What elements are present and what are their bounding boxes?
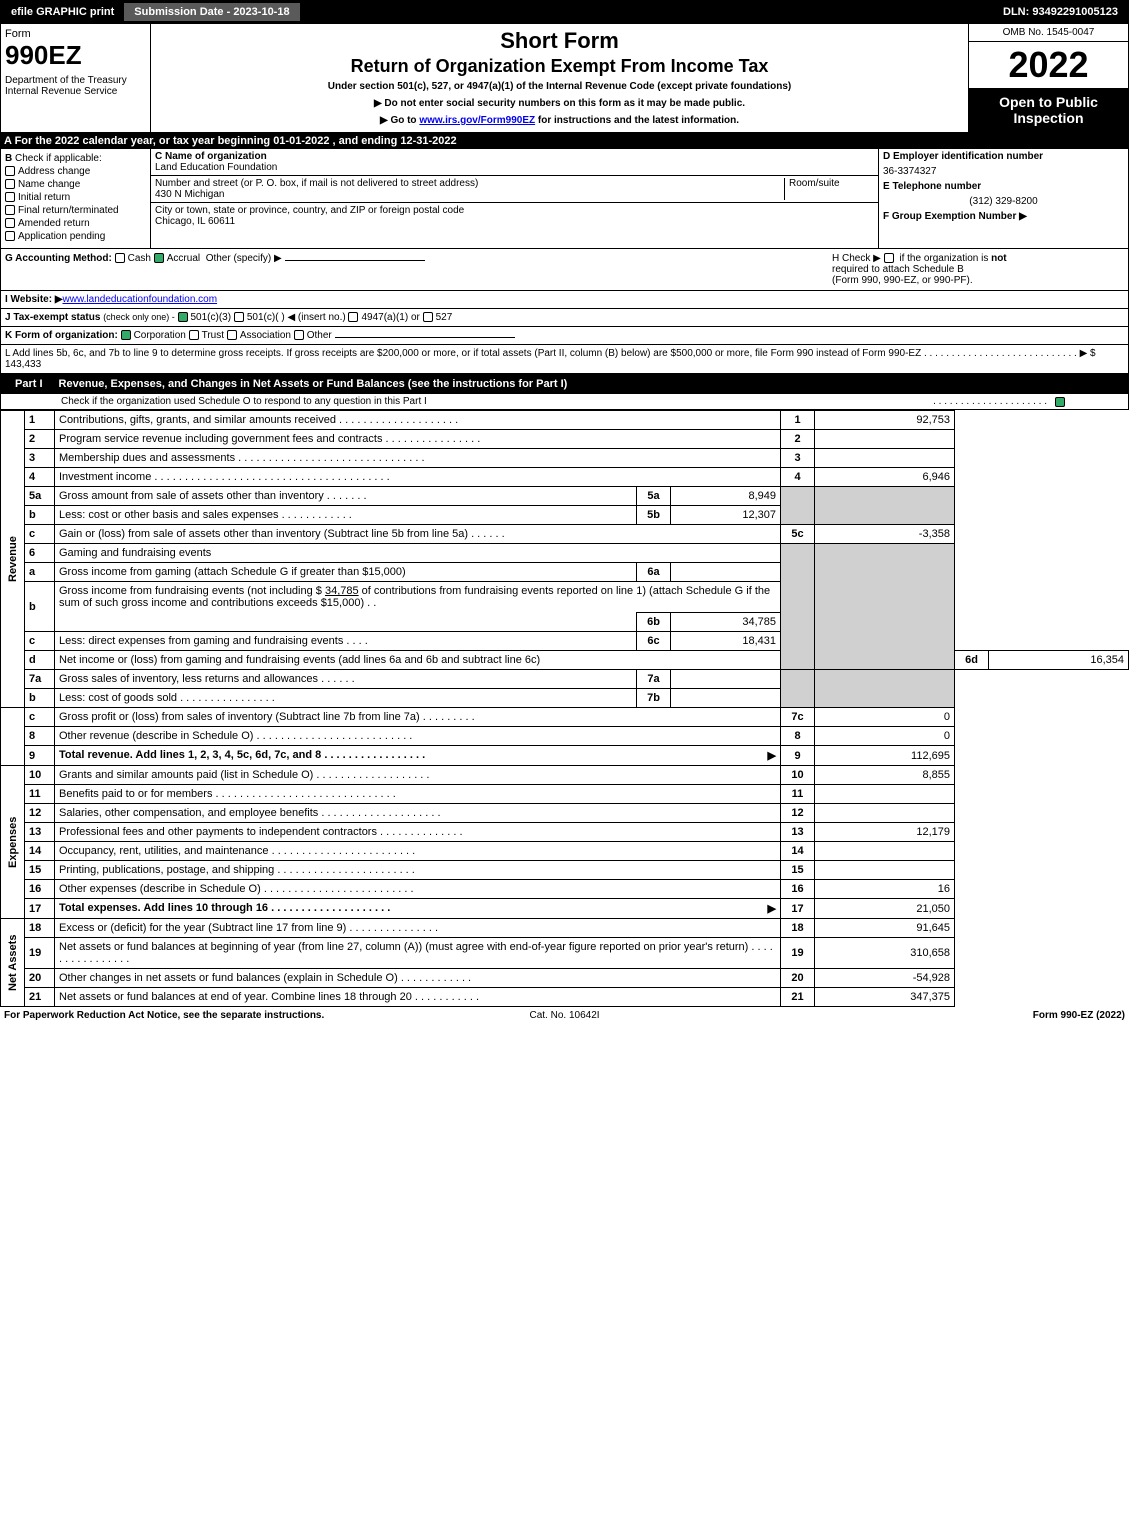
- box-l: L Add lines 5b, 6c, and 7b to line 9 to …: [0, 345, 1129, 374]
- omb-number: OMB No. 1545-0047: [969, 24, 1128, 42]
- chk-trust[interactable]: [189, 330, 199, 340]
- cat-no: Cat. No. 10642I: [529, 1010, 599, 1021]
- chk-amended-return[interactable]: [5, 218, 15, 228]
- val-13: 12,179: [815, 823, 955, 842]
- val-5a: 8,949: [671, 487, 781, 506]
- val-10: 8,855: [815, 766, 955, 785]
- val-20: -54,928: [815, 969, 955, 988]
- val-6b: 34,785: [671, 613, 781, 632]
- side-revenue: Revenue: [1, 411, 25, 708]
- val-5c: -3,358: [815, 525, 955, 544]
- val-6d: 16,354: [989, 651, 1129, 670]
- form-number: 990EZ: [5, 40, 146, 71]
- val-9: 112,695: [815, 746, 955, 766]
- top-bar: efile GRAPHIC print Submission Date - 20…: [0, 0, 1129, 24]
- val-5b: 12,307: [671, 506, 781, 525]
- chk-application-pending[interactable]: [5, 231, 15, 241]
- box-def: D Employer identification number 36-3374…: [878, 149, 1128, 248]
- val-4: 6,946: [815, 468, 955, 487]
- ein: 36-3374327: [879, 164, 1128, 179]
- gross-receipts: 143,433: [5, 359, 41, 370]
- open-to-public: Open to Public Inspection: [969, 88, 1128, 132]
- title-return: Return of Organization Exempt From Incom…: [159, 56, 960, 77]
- section-gh: G Accounting Method: Cash Accrual Other …: [0, 249, 1129, 291]
- title-short-form: Short Form: [159, 28, 960, 54]
- form-ref: Form 990-EZ (2022): [600, 1010, 1125, 1021]
- chk-address-change[interactable]: [5, 166, 15, 176]
- tax-year: 2022: [969, 42, 1128, 88]
- side-net-assets: Net Assets: [1, 919, 25, 1007]
- header-left: Form 990EZ Department of the Treasury In…: [1, 24, 151, 132]
- box-g: G Accounting Method: Cash Accrual Other …: [5, 253, 824, 286]
- department: Department of the Treasury Internal Reve…: [5, 75, 146, 97]
- note-ssn: ▶ Do not enter social security numbers o…: [159, 98, 960, 109]
- irs-link[interactable]: www.irs.gov/Form990EZ: [419, 115, 535, 126]
- submission-date: Submission Date - 2023-10-18: [124, 3, 299, 21]
- telephone: (312) 329-8200: [879, 194, 1128, 209]
- chk-name-change[interactable]: [5, 179, 15, 189]
- chk-4947[interactable]: [348, 312, 358, 322]
- form-header: Form 990EZ Department of the Treasury In…: [0, 24, 1129, 133]
- val-7c: 0: [815, 708, 955, 727]
- page-footer: For Paperwork Reduction Act Notice, see …: [0, 1007, 1129, 1024]
- dln: DLN: 93492291005123: [997, 4, 1124, 20]
- box-h: H Check ▶ if the organization is not req…: [824, 253, 1124, 286]
- box-c: C Name of organization Land Education Fo…: [151, 149, 878, 248]
- chk-501c3[interactable]: [178, 312, 188, 322]
- side-expenses: Expenses: [1, 766, 25, 919]
- val-21: 347,375: [815, 988, 955, 1007]
- val-16: 16: [815, 880, 955, 899]
- chk-corporation[interactable]: [121, 330, 131, 340]
- city: Chicago, IL 60611: [155, 216, 874, 227]
- box-k: K Form of organization: Corporation Trus…: [0, 327, 1129, 345]
- chk-501c[interactable]: [234, 312, 244, 322]
- group-exemption: F Group Exemption Number ▶: [879, 209, 1128, 224]
- chk-initial-return[interactable]: [5, 192, 15, 202]
- part-1-table: Revenue 1 Contributions, gifts, grants, …: [0, 410, 1129, 1007]
- website-link[interactable]: www.landeducationfoundation.com: [63, 294, 218, 305]
- section-bcdef: B Check if applicable: Address change Na…: [0, 149, 1129, 249]
- chk-cash[interactable]: [115, 253, 125, 263]
- box-j: J Tax-exempt status (check only one) - 5…: [0, 309, 1129, 327]
- part-1-header: Part I Revenue, Expenses, and Changes in…: [1, 374, 1128, 394]
- chk-association[interactable]: [227, 330, 237, 340]
- chk-other[interactable]: [294, 330, 304, 340]
- form-word: Form: [5, 28, 146, 40]
- chk-h[interactable]: [884, 253, 894, 263]
- chk-schedule-o[interactable]: [1055, 397, 1065, 407]
- box-b: B Check if applicable: Address change Na…: [1, 149, 151, 248]
- chk-accrual[interactable]: [154, 253, 164, 263]
- subtitle: Under section 501(c), 527, or 4947(a)(1)…: [159, 81, 960, 92]
- chk-final-return[interactable]: [5, 205, 15, 215]
- val-6c: 18,431: [671, 632, 781, 651]
- street: 430 N Michigan: [155, 189, 784, 200]
- note-goto: ▶ Go to www.irs.gov/Form990EZ for instru…: [159, 115, 960, 126]
- val-8: 0: [815, 727, 955, 746]
- line-a: A For the 2022 calendar year, or tax yea…: [0, 133, 1129, 149]
- paperwork-notice: For Paperwork Reduction Act Notice, see …: [4, 1010, 529, 1021]
- val-17: 21,050: [815, 899, 955, 919]
- org-name: Land Education Foundation: [155, 162, 874, 173]
- header-center: Short Form Return of Organization Exempt…: [151, 24, 968, 132]
- efile-label[interactable]: efile GRAPHIC print: [5, 4, 120, 20]
- val-19: 310,658: [815, 938, 955, 969]
- val-1: 92,753: [815, 411, 955, 430]
- header-right: OMB No. 1545-0047 2022 Open to Public In…: [968, 24, 1128, 132]
- chk-527[interactable]: [423, 312, 433, 322]
- box-i: I Website: ▶www.landeducationfoundation.…: [0, 291, 1129, 309]
- val-18: 91,645: [815, 919, 955, 938]
